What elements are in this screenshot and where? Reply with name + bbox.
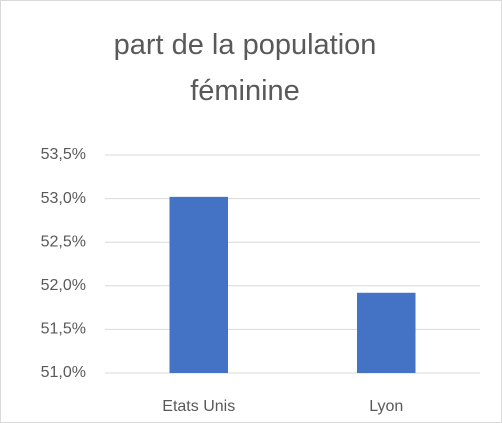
y-tick-label: 53,5% bbox=[41, 146, 86, 163]
x-tick-label: Lyon bbox=[369, 398, 403, 415]
y-tick-label: 51,0% bbox=[41, 364, 86, 381]
y-tick-label: 51,5% bbox=[41, 321, 86, 338]
bar bbox=[169, 196, 228, 373]
y-tick-label: 52,5% bbox=[41, 233, 86, 250]
y-tick-label: 53,0% bbox=[41, 190, 86, 207]
x-tick-label: Etats Unis bbox=[162, 398, 235, 415]
chart-title: part de la population féminine bbox=[113, 29, 377, 107]
bar bbox=[357, 292, 416, 373]
y-tick-label: 52,0% bbox=[41, 277, 86, 294]
